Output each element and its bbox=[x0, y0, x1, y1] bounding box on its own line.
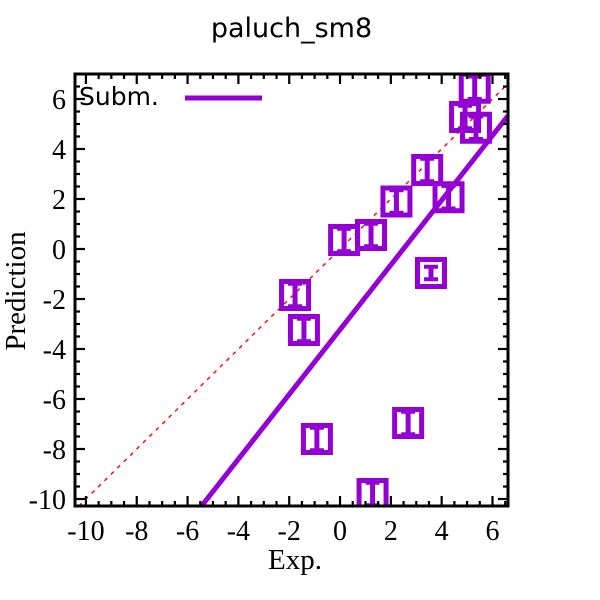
y-tick-label: -4 bbox=[43, 335, 66, 366]
data-point-marker bbox=[392, 407, 425, 439]
data-point-marker bbox=[432, 181, 465, 214]
axes-border bbox=[73, 72, 510, 508]
y-axis-label: Prediction bbox=[0, 231, 32, 351]
marker-square bbox=[392, 407, 425, 439]
x-tick-label: -4 bbox=[227, 516, 250, 547]
chart-title: paluch_sm8 bbox=[210, 13, 373, 44]
x-tick-label: -2 bbox=[278, 516, 301, 547]
marker-square bbox=[279, 279, 312, 311]
plot-clip-group bbox=[78, 74, 508, 506]
y-tick-label: -8 bbox=[43, 435, 66, 466]
data-point-marker bbox=[411, 154, 444, 186]
marker-square bbox=[287, 314, 320, 346]
x-tick-label: 4 bbox=[435, 516, 449, 547]
data-point-marker bbox=[300, 423, 333, 455]
y-tick-label: 4 bbox=[52, 135, 66, 166]
data-point-marker bbox=[380, 185, 413, 218]
x-tick-label: -10 bbox=[67, 516, 104, 547]
identity-line bbox=[78, 83, 508, 506]
marker-square bbox=[411, 154, 444, 186]
data-point-marker bbox=[328, 224, 361, 256]
marker-square bbox=[432, 181, 465, 214]
x-tick-label: 2 bbox=[384, 516, 398, 547]
data-point-marker bbox=[415, 257, 448, 289]
data-point-marker bbox=[356, 478, 389, 506]
data-point-marker bbox=[459, 111, 492, 144]
legend-entry-label: Subm. bbox=[79, 82, 159, 111]
y-tick-label: -6 bbox=[43, 385, 66, 416]
y-tick-label: 2 bbox=[52, 185, 66, 216]
marker-square bbox=[300, 423, 333, 455]
x-tick-label: 0 bbox=[333, 516, 347, 547]
x-tick-label: -6 bbox=[176, 516, 199, 547]
y-tick-label: 6 bbox=[52, 85, 66, 116]
marker-square bbox=[415, 257, 448, 289]
x-tick-label: -8 bbox=[125, 516, 148, 547]
x-axis-label: Exp. bbox=[268, 544, 322, 576]
data-point-marker bbox=[287, 314, 320, 346]
marker-square bbox=[356, 478, 389, 506]
y-tick-label: 0 bbox=[52, 235, 66, 266]
x-tick-label: 6 bbox=[485, 516, 499, 547]
data-point-marker bbox=[458, 74, 491, 104]
y-tick-label: -10 bbox=[29, 485, 66, 516]
data-point-marker bbox=[355, 219, 388, 251]
fit-line bbox=[199, 114, 508, 506]
data-point-marker bbox=[279, 279, 312, 311]
marker-square bbox=[328, 224, 361, 256]
y-tick-label: -2 bbox=[43, 285, 66, 316]
marker-square bbox=[459, 111, 492, 144]
marker-square bbox=[380, 185, 413, 218]
